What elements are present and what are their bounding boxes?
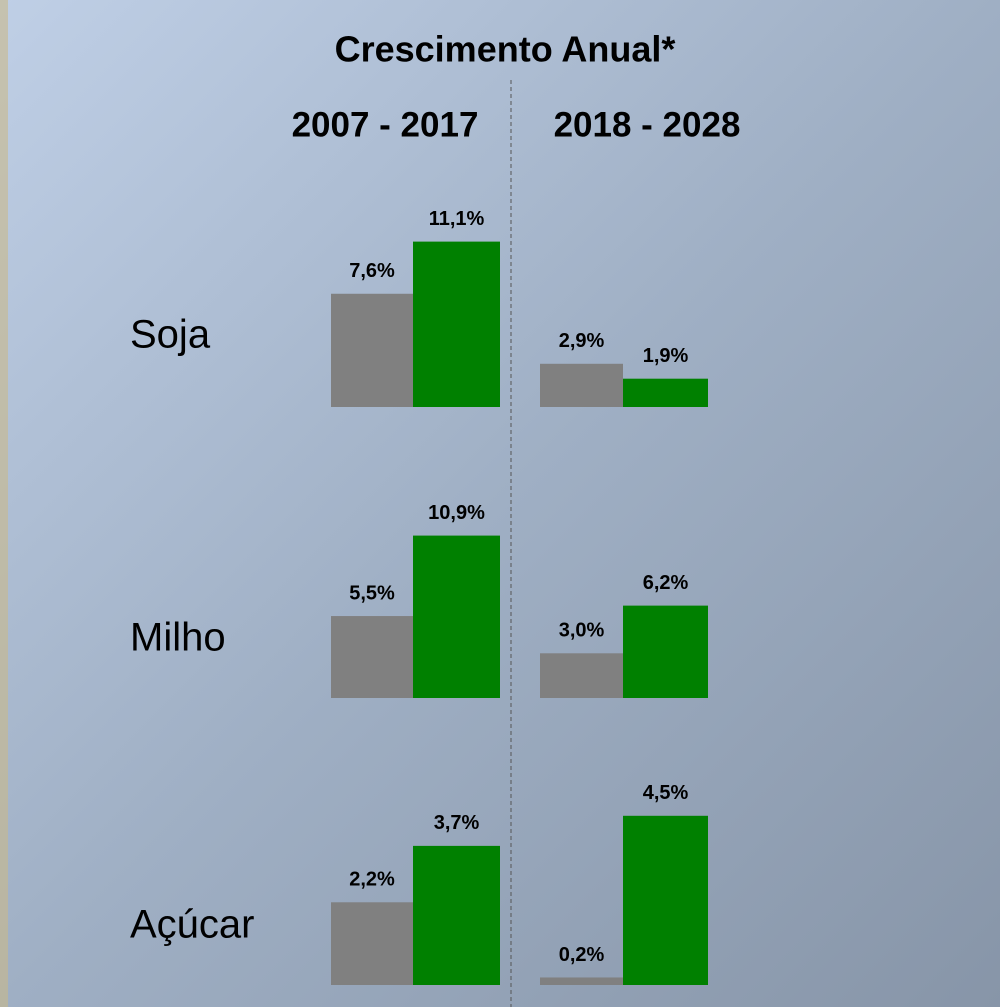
chart-title: Crescimento Anual* xyxy=(335,29,676,70)
value-label: 3,7% xyxy=(434,812,480,834)
value-label: 3,0% xyxy=(559,620,605,642)
value-label: 4,5% xyxy=(643,782,689,804)
value-label: 5,5% xyxy=(349,582,395,604)
bar xyxy=(623,605,708,698)
period-label: 2018 - 2028 xyxy=(554,105,741,144)
bar xyxy=(413,535,500,698)
value-label: 2,9% xyxy=(559,330,605,352)
category-label: Soja xyxy=(130,313,211,357)
edge xyxy=(0,0,8,1007)
value-label: 0,2% xyxy=(559,944,605,966)
category-label: Milho xyxy=(130,616,226,660)
value-label: 1,9% xyxy=(643,345,689,367)
value-label: 7,6% xyxy=(349,260,395,282)
value-label: 6,2% xyxy=(643,572,689,594)
bar xyxy=(540,363,623,407)
bar xyxy=(540,977,623,985)
bar xyxy=(331,293,413,407)
value-label: 2,2% xyxy=(349,869,395,891)
bar xyxy=(623,378,708,407)
bar xyxy=(331,616,413,698)
bar xyxy=(623,815,708,985)
value-label: 11,1% xyxy=(429,208,485,230)
bar xyxy=(331,902,413,985)
bar xyxy=(413,845,500,985)
period-label: 2007 - 2017 xyxy=(292,105,479,144)
category-label: Açúcar xyxy=(130,903,255,947)
bar xyxy=(540,653,623,698)
bar xyxy=(413,241,500,407)
value-label: 10,9% xyxy=(428,502,485,524)
